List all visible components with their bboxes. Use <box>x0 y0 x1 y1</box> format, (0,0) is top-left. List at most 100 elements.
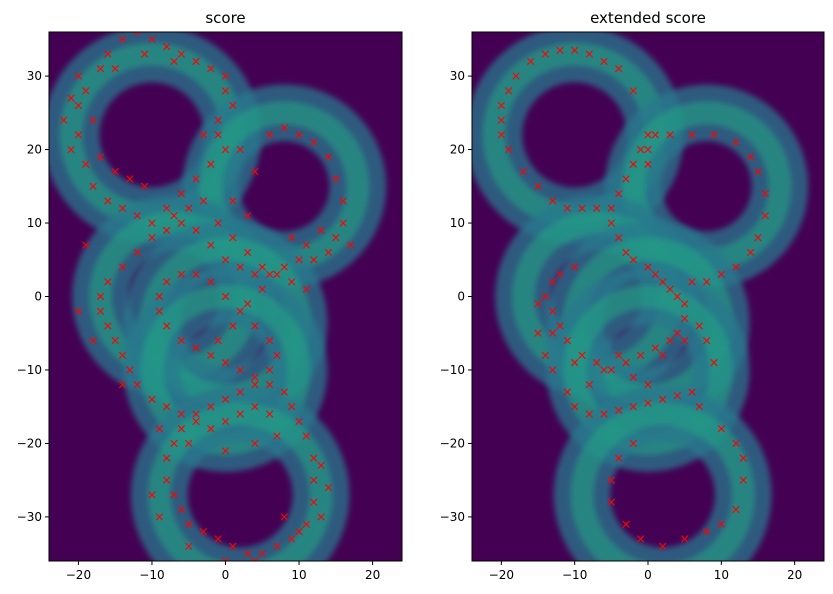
marker-stroke <box>192 410 200 418</box>
x-tick-label: 0 <box>644 568 652 582</box>
marker-64 <box>177 410 186 418</box>
marker-stroke <box>688 388 696 396</box>
marker-1 <box>497 101 506 110</box>
marker-60 <box>592 358 601 367</box>
marker-stroke <box>710 131 718 139</box>
marker-stroke <box>265 366 274 374</box>
marker-143 <box>170 57 178 66</box>
marker-65 <box>541 292 550 301</box>
marker-149 <box>287 234 296 242</box>
x-tick-label: 10 <box>291 568 306 582</box>
marker-35 <box>332 175 340 183</box>
marker-stroke <box>177 270 186 279</box>
marker-stroke <box>310 498 318 506</box>
marker-94 <box>739 476 748 484</box>
marker-stroke <box>592 358 601 367</box>
marker-stroke <box>251 380 259 389</box>
marker-0 <box>74 72 83 80</box>
marker-stroke <box>96 307 105 315</box>
marker-stroke <box>104 322 112 330</box>
marker-stroke <box>702 336 711 345</box>
marker-93 <box>732 505 740 514</box>
subplot-score: score −20 −10 0 10 20 −30 −20 −10 0 10 20 30 <box>17 9 403 582</box>
marker-65 <box>192 410 200 418</box>
marker-4 <box>526 57 535 66</box>
marker-51 <box>673 292 682 301</box>
marker-69 <box>534 329 542 337</box>
marker-stroke <box>236 410 244 418</box>
marker-stroke <box>310 138 318 146</box>
marker-stroke <box>280 123 289 132</box>
marker-78 <box>302 520 311 528</box>
marker-118 <box>214 336 222 345</box>
marker-158 <box>251 439 259 448</box>
marker-2 <box>504 87 513 95</box>
marker-166 <box>185 542 193 550</box>
marker-164 <box>148 491 156 499</box>
marker-137 <box>258 263 266 271</box>
marker-stroke <box>636 145 645 154</box>
marker-stroke <box>162 403 171 411</box>
marker-stroke <box>346 241 355 249</box>
marker-stroke <box>710 358 718 367</box>
marker-121 <box>258 285 266 293</box>
marker-98 <box>265 410 274 418</box>
marker-29 <box>666 131 674 139</box>
marker-stroke <box>339 197 347 205</box>
marker-stroke <box>214 116 222 124</box>
marker-81 <box>258 549 266 558</box>
marker-8 <box>162 43 171 51</box>
marker-51 <box>148 234 156 242</box>
marker-161 <box>324 483 333 492</box>
marker-stroke <box>651 270 660 279</box>
marker-stroke <box>732 505 740 514</box>
marker-116 <box>236 366 244 374</box>
marker-20 <box>148 219 156 227</box>
marker-stroke <box>629 256 638 264</box>
marker-stroke <box>666 285 674 293</box>
marker-53 <box>680 314 689 323</box>
marker-159 <box>273 432 281 440</box>
y-axis-ticks: −30 −20 −10 0 10 20 30 <box>17 69 49 524</box>
marker-153 <box>89 336 97 345</box>
marker-19 <box>133 211 141 220</box>
marker-63 <box>162 403 171 411</box>
marker-stroke <box>229 542 237 550</box>
marker-48 <box>651 270 660 279</box>
marker-105 <box>695 322 704 330</box>
marker-59 <box>118 351 127 359</box>
marker-stroke <box>280 263 289 271</box>
marker-9 <box>600 57 608 66</box>
marker-stroke <box>265 131 274 139</box>
marker-108 <box>207 278 215 286</box>
marker-90 <box>162 454 171 462</box>
marker-stroke <box>229 101 237 110</box>
marker-3 <box>96 65 105 73</box>
marker-26 <box>199 131 208 139</box>
marker-10 <box>614 65 623 73</box>
marker-stroke <box>148 234 156 242</box>
marker-stroke <box>104 197 112 205</box>
marker-stroke <box>512 72 520 80</box>
marker-151 <box>82 241 90 249</box>
marker-stroke <box>214 219 222 227</box>
marker-stroke <box>177 336 186 345</box>
marker-stroke <box>185 204 193 213</box>
marker-100 <box>192 344 200 352</box>
marker-50 <box>162 226 171 235</box>
marker-stroke <box>82 160 90 168</box>
marker-95 <box>221 417 230 426</box>
sample-markers <box>497 46 770 550</box>
marker-39 <box>324 248 333 257</box>
marker-stroke <box>251 322 259 330</box>
marker-stroke <box>556 270 564 279</box>
marker-52 <box>680 300 689 308</box>
marker-11 <box>207 65 215 73</box>
title-score: score <box>205 9 245 27</box>
marker-stroke <box>629 373 638 382</box>
marker-stroke <box>578 204 586 213</box>
marker-40 <box>717 270 726 279</box>
marker-stroke <box>258 263 266 271</box>
marker-stroke <box>541 292 550 301</box>
